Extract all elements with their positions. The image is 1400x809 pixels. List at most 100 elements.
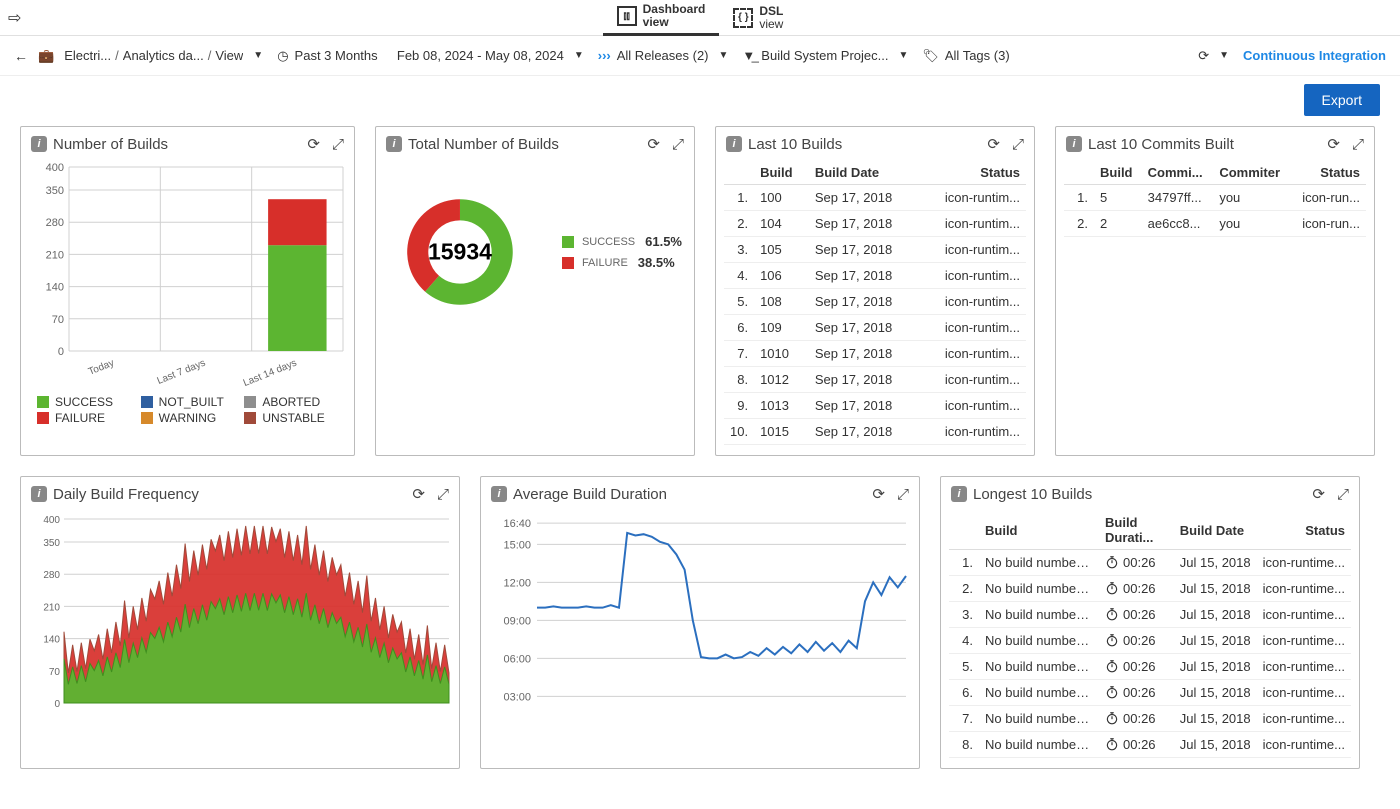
info-icon: i [386,136,402,152]
expand-icon[interactable]: ⤢ [1337,486,1349,503]
expand-icon[interactable]: ⤢ [672,136,684,153]
project-filter[interactable]: ▼̲ Build System Projec... [742,48,888,63]
chevron-down-icon[interactable]: ▼ [574,50,584,61]
stopwatch-icon [1105,711,1119,725]
chevron-down-icon[interactable]: ▼ [1219,50,1229,61]
table-row[interactable]: 7.1010Sep 17, 2018icon-runtim... [724,341,1026,367]
info-icon: i [31,486,47,502]
tab-dashboard-view[interactable]: ⫾⫾ Dashboard view [603,0,720,36]
chevron-down-icon[interactable]: ▼ [719,50,729,61]
table-row[interactable]: 4.106Sep 17, 2018icon-runtim... [724,263,1026,289]
svg-text:15:00: 15:00 [503,539,531,551]
svg-text:70: 70 [52,314,64,326]
tab-dashboard-bottom: view [643,16,706,29]
breadcrumb: Electri... / Analytics da... / View [64,48,243,63]
legend-item: WARNING [141,411,235,425]
table-row[interactable]: 6.109Sep 17, 2018icon-runtim... [724,315,1026,341]
table-row[interactable]: 7.No build number ...00:26Jul 15, 2018ic… [949,706,1351,732]
table-row[interactable]: 10.1015Sep 17, 2018icon-runtim... [724,419,1026,445]
table-row[interactable]: 3.No build number ...00:26Jul 15, 2018ic… [949,602,1351,628]
table-row[interactable]: 2.2ae6cc8...youicon-run... [1064,211,1366,237]
svg-text:400: 400 [43,515,60,526]
table-row[interactable]: 1.534797ff...youicon-run... [1064,185,1366,211]
refresh-icon[interactable]: ⟳ [412,485,425,503]
refresh-icon[interactable]: ⟳ [1198,48,1209,64]
tab-dsl-view[interactable]: { } DSL view [719,1,797,34]
crumb-1[interactable]: Electri... [64,48,111,63]
table-row[interactable]: 9.1013Sep 17, 2018icon-runtim... [724,393,1026,419]
table-row[interactable]: 1.100Sep 17, 2018icon-runtim... [724,185,1026,211]
legend-item: ABORTED [244,395,338,409]
widget-title: Average Build Duration [513,486,860,503]
legend-item: SUCCESS [37,395,131,409]
svg-text:140: 140 [43,635,60,646]
svg-text:Last 14 days: Last 14 days [242,358,299,389]
tags-filter[interactable]: 🏷 All Tags (3) [922,48,1009,64]
chevron-down-icon[interactable]: ▼ [253,50,263,61]
svg-text:03:00: 03:00 [503,691,531,703]
stopwatch-icon [1105,737,1119,751]
expand-icon[interactable]: ⤢ [437,486,449,503]
svg-text:350: 350 [46,185,64,197]
daily-build-frequency-chart: 070140210280350400 [29,511,454,721]
svg-text:400: 400 [46,162,64,174]
table-row[interactable]: 6.No build number ...00:26Jul 15, 2018ic… [949,680,1351,706]
briefcase-icon: 💼 [38,48,54,64]
svg-text:210: 210 [46,249,64,261]
table-row[interactable]: 2.104Sep 17, 2018icon-runtim... [724,211,1026,237]
svg-text:06:00: 06:00 [503,653,531,665]
info-icon: i [951,486,967,502]
crumb-2[interactable]: Analytics da... [123,48,204,63]
svg-text:Today: Today [87,358,116,378]
table-row[interactable]: 8.No build number ...00:26Jul 15, 2018ic… [949,732,1351,758]
releases-filter[interactable]: ››› All Releases (2) [598,48,709,63]
stopwatch-icon [1105,555,1119,569]
table-row[interactable]: 5.No build number ...00:26Jul 15, 2018ic… [949,654,1351,680]
code-icon: { } [733,8,753,28]
tab-dsl-top: DSL [759,5,783,18]
svg-text:70: 70 [49,667,61,678]
crumb-3[interactable]: View [215,48,243,63]
refresh-icon[interactable]: ⟳ [1312,485,1325,503]
table-row[interactable]: 3.105Sep 17, 2018icon-runtim... [724,237,1026,263]
past-label: Past 3 Months [295,48,378,63]
widget-title: Last 10 Builds [748,136,975,153]
table-row[interactable]: 8.1012Sep 17, 2018icon-runtim... [724,367,1026,393]
stopwatch-icon [1105,633,1119,647]
date-range-filter[interactable]: ◷ Past 3 Months Feb 08, 2024 - May 08, 2… [277,48,564,64]
export-button[interactable]: Export [1304,84,1380,116]
stopwatch-icon [1105,581,1119,595]
info-icon: i [726,136,742,152]
ci-link[interactable]: Continuous Integration [1243,48,1386,63]
table-row[interactable]: 5.108Sep 17, 2018icon-runtim... [724,289,1026,315]
svg-text:0: 0 [58,346,64,358]
svg-text:280: 280 [46,217,64,229]
info-icon: i [491,486,507,502]
expand-icon[interactable]: ⤢ [332,136,344,153]
widget-title: Longest 10 Builds [973,486,1300,503]
svg-text:09:00: 09:00 [503,615,531,627]
stopwatch-icon [1105,659,1119,673]
back-icon[interactable]: ← [14,48,28,64]
expand-icon[interactable]: ⤢ [897,486,909,503]
svg-text:210: 210 [43,602,60,613]
number-of-builds-chart: 070140210280350400TodayLast 7 daysLast 1… [29,161,349,391]
refresh-icon[interactable]: ⟳ [987,135,1000,153]
chevron-down-icon[interactable]: ▼ [898,50,908,61]
refresh-icon[interactable]: ⟳ [307,135,320,153]
expand-icon[interactable]: ⤢ [1352,136,1364,153]
refresh-icon[interactable]: ⟳ [647,135,660,153]
tab-dsl-bottom: view [759,18,783,31]
table-row[interactable]: 1.No build number ...00:26Jul 15, 2018ic… [949,550,1351,576]
table-row[interactable]: 4.No build number ...00:26Jul 15, 2018ic… [949,628,1351,654]
menu-toggle-icon[interactable]: ⇨ [8,8,21,28]
widget-title: Daily Build Frequency [53,486,400,503]
expand-icon[interactable]: ⤢ [1012,136,1024,153]
refresh-icon[interactable]: ⟳ [1327,135,1340,153]
refresh-icon[interactable]: ⟳ [872,485,885,503]
widget-title: Total Number of Builds [408,136,635,153]
chart-icon: ⫾⫾ [617,6,637,26]
filter-icon: ▼̲ [742,48,755,63]
table-row[interactable]: 2.No build number ...00:26Jul 15, 2018ic… [949,576,1351,602]
svg-text:140: 140 [46,282,64,294]
